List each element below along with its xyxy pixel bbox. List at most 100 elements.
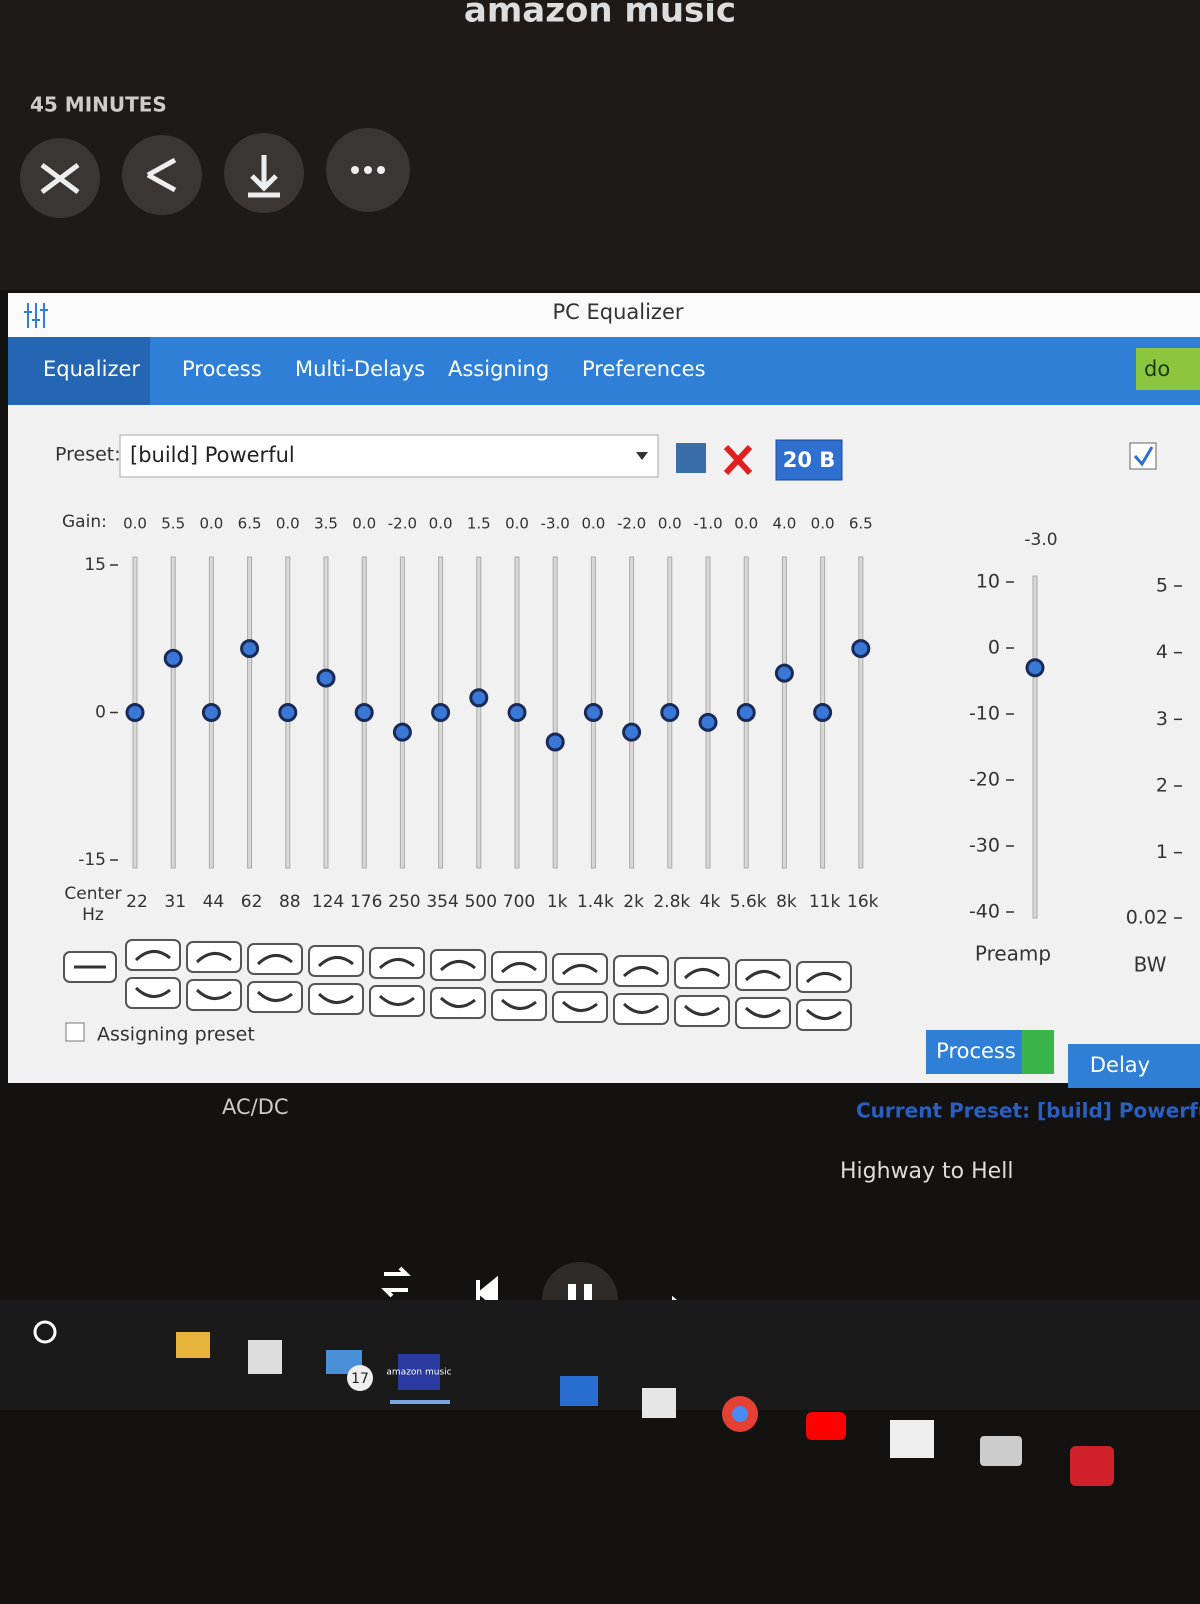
- filter-button[interactable]: [369, 985, 425, 1017]
- slider-track: [705, 556, 711, 869]
- gain-value: 0.0: [429, 515, 453, 533]
- filter-button[interactable]: [308, 983, 364, 1015]
- filter-button[interactable]: [247, 981, 303, 1013]
- slider-knob[interactable]: [545, 732, 565, 752]
- preamp-track: [1032, 575, 1038, 919]
- filter-button[interactable]: [796, 999, 852, 1031]
- slider-knob[interactable]: [813, 703, 833, 722]
- filter-button[interactable]: [674, 957, 730, 989]
- tab[interactable]: do: [1144, 357, 1170, 381]
- app-header: [0, 0, 1200, 290]
- slider-knob[interactable]: [736, 703, 756, 722]
- gain-value: 0.0: [505, 515, 529, 533]
- album-meta: 45 MINUTES: [30, 93, 167, 117]
- slider-track: [629, 556, 635, 869]
- slider-knob[interactable]: [125, 703, 145, 722]
- filter-icon: [622, 966, 659, 978]
- band-label: 88: [279, 892, 301, 912]
- filter-icon: [805, 1008, 842, 1020]
- filter-button[interactable]: [369, 947, 425, 979]
- slider-knob[interactable]: [163, 648, 183, 668]
- band-label: 31: [164, 892, 186, 912]
- filter-icon: [744, 970, 781, 982]
- slider-knob[interactable]: [622, 722, 642, 742]
- slider-knob[interactable]: [851, 639, 871, 659]
- gain-value: 0.0: [581, 515, 605, 533]
- filter-icon: [439, 960, 476, 972]
- filter-icon: [500, 962, 537, 974]
- bw-scale-label: 2: [1156, 775, 1168, 797]
- filter-button[interactable]: [735, 997, 791, 1029]
- tab[interactable]: Process: [182, 357, 262, 381]
- filter-icon: [195, 988, 232, 1000]
- filter-button[interactable]: [552, 953, 608, 985]
- slider-knob[interactable]: [316, 668, 336, 688]
- bands-button-label: 20 B: [783, 448, 836, 472]
- filter-button[interactable]: [613, 955, 669, 987]
- mail-badge: 17: [351, 1371, 369, 1387]
- tab[interactable]: Multi-Delays: [295, 357, 425, 381]
- tab[interactable]: Equalizer: [43, 357, 140, 381]
- save-button[interactable]: [676, 443, 706, 473]
- filter-icon: [561, 1000, 598, 1012]
- filter-button[interactable]: [430, 987, 486, 1019]
- filter-button[interactable]: [125, 977, 181, 1009]
- bw-scale-label: 5: [1156, 575, 1168, 597]
- gain-value: 0.0: [276, 515, 300, 533]
- tab[interactable]: Preferences: [582, 357, 706, 381]
- slider-knob[interactable]: [431, 703, 451, 722]
- filter-icon: [561, 964, 598, 976]
- assigning-preset: Assigning preset: [97, 1024, 255, 1046]
- tab[interactable]: Assigning: [448, 357, 549, 381]
- filter-icon: [195, 952, 232, 964]
- preamp-knob[interactable]: [1025, 658, 1045, 678]
- filter-button[interactable]: [552, 991, 608, 1023]
- filter-button[interactable]: [491, 951, 547, 983]
- filter-button[interactable]: [796, 961, 852, 993]
- preamp-scale-label: -20: [969, 769, 1000, 791]
- slider-knob[interactable]: [201, 703, 221, 722]
- filter-button[interactable]: [613, 993, 669, 1025]
- bands-button[interactable]: [775, 439, 843, 481]
- slider-knob[interactable]: [354, 703, 374, 722]
- filter-button[interactable]: [491, 989, 547, 1021]
- filter-icon: [439, 996, 476, 1008]
- filter-button[interactable]: [247, 943, 303, 975]
- filter-button[interactable]: [735, 959, 791, 991]
- slider-knob[interactable]: [583, 703, 603, 722]
- slider-knob[interactable]: [698, 712, 718, 732]
- slider-knob[interactable]: [469, 688, 489, 708]
- band-label: 1.4k: [577, 892, 614, 912]
- bw-scale-label: 3: [1156, 708, 1168, 730]
- filter-button[interactable]: [125, 939, 181, 971]
- preset-dropdown[interactable]: [119, 434, 659, 478]
- preamp-scale-label: -30: [969, 835, 1000, 857]
- filter-button[interactable]: [186, 979, 242, 1011]
- slider-knob[interactable]: [774, 663, 794, 683]
- slider-track: [781, 556, 787, 869]
- band-label: 124: [312, 892, 344, 912]
- delay-button[interactable]: [1068, 1044, 1200, 1088]
- slider-knob[interactable]: [240, 639, 260, 659]
- slider-knob[interactable]: [507, 703, 527, 722]
- band-label: 2.8k: [653, 892, 690, 912]
- assigning-checkbox[interactable]: [65, 1022, 85, 1042]
- filter-button[interactable]: [186, 941, 242, 973]
- filter-button[interactable]: [308, 945, 364, 977]
- bw-scale-label: 4: [1156, 641, 1168, 663]
- tab-partial-bg: [1136, 348, 1200, 390]
- filter-icon: [317, 956, 354, 968]
- gain-value: 0.0: [734, 515, 758, 533]
- slider-knob[interactable]: [278, 703, 298, 722]
- delete-button[interactable]: [723, 444, 753, 476]
- filter-icon: [317, 992, 354, 1004]
- slider-knob[interactable]: [392, 722, 412, 742]
- band-label: 44: [203, 892, 225, 912]
- bw-scale-label: 0.02: [1126, 907, 1168, 929]
- band-label: 176: [350, 892, 382, 912]
- filter-button[interactable]: [674, 995, 730, 1027]
- slider-knob[interactable]: [660, 703, 680, 722]
- gain-scale-label: 0: [95, 703, 106, 723]
- filter-button[interactable]: [430, 949, 486, 981]
- band-label: 62: [241, 892, 263, 912]
